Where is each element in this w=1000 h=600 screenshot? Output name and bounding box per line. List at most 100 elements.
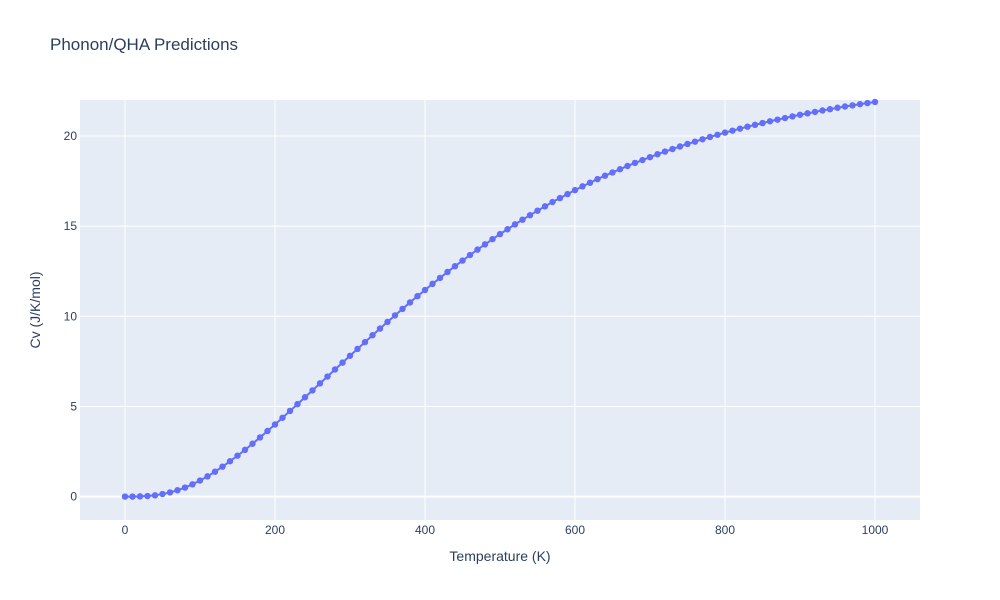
data-point [234,452,241,459]
data-point [594,175,601,183]
data-point [834,104,841,111]
data-point [301,394,309,401]
data-point [264,427,271,435]
y-tick-label: 10 [64,309,78,323]
data-point [451,262,459,270]
data-point [241,446,249,454]
data-point [489,235,496,243]
data-point [399,305,406,313]
data-point [316,380,324,387]
data-point [136,493,144,500]
y-axis-label: Cv (J/K/mol) [27,272,43,349]
data-point [511,221,519,228]
data-point [759,119,766,127]
data-point [174,487,181,494]
data-point [601,172,609,179]
data-point [661,148,669,155]
data-point [496,230,504,238]
data-point [564,190,571,198]
data-point [781,114,789,122]
x-tick-labels: 0 200 400 600 800 1000 [122,523,889,537]
data-point [121,493,129,500]
data-point [616,166,624,173]
data-point [766,118,774,125]
data-point [729,127,736,134]
data-point [841,103,849,110]
data-point [376,325,384,332]
data-point [436,274,444,282]
data-point [331,366,339,373]
data-point [159,490,166,498]
data-point [534,207,541,214]
data-point [504,226,511,233]
data-point [639,156,646,164]
data-point [526,211,534,219]
data-point [751,121,759,129]
data-point [286,407,294,415]
data-point [219,463,226,470]
plot-area [80,100,920,520]
data-point [549,198,556,206]
data-point [669,145,676,153]
x-tick-label: 400 [415,523,435,537]
data-point [129,493,136,500]
data-point [406,299,414,306]
data-point [826,105,834,113]
x-tick-label: 600 [565,523,585,537]
x-tick-label: 800 [715,523,735,537]
y-tick-label: 15 [64,219,78,233]
data-point [684,140,691,148]
data-point [871,98,879,106]
data-point [714,131,721,138]
grid [80,100,920,520]
data-point [541,203,549,210]
data-point [226,458,234,465]
data-point [391,312,399,319]
x-tick-label: 1000 [862,523,889,537]
data-point [354,345,361,353]
data-point [166,489,174,496]
data-point [346,352,354,359]
x-tick-label: 200 [265,523,285,537]
data-point [849,102,856,109]
y-tick-label: 0 [70,490,77,504]
data-point [654,151,661,158]
data-point [811,108,819,116]
data-point [339,359,346,366]
data-point [519,216,526,223]
data-point [646,153,654,161]
data-point [744,123,751,130]
x-axis-label: Temperature (K) [449,548,550,564]
data-point [804,110,811,117]
data-point [691,138,699,145]
series-markers [121,98,879,500]
data-point [736,125,744,132]
data-point [579,183,586,190]
data-point [429,280,436,288]
data-point [151,492,159,499]
data-point [444,268,451,276]
data-point [796,111,804,118]
data-point [699,136,706,143]
data-point [676,143,684,150]
data-point [196,477,204,484]
data-point [819,107,826,114]
data-point [474,246,481,253]
data-point [384,318,391,326]
x-tick-label: 0 [122,523,129,537]
data-point [204,473,211,480]
data-point [466,251,474,259]
y-tick-labels: 0 5 10 15 20 [64,129,78,504]
data-point [856,100,864,108]
data-point [369,332,376,339]
data-point [631,159,639,167]
data-point [144,492,151,500]
data-point [459,257,466,264]
chart-title: Phonon/QHA Predictions [50,35,238,54]
data-point [189,481,196,488]
data-point [609,169,616,176]
data-point [421,286,429,294]
data-point [324,373,331,380]
data-point [294,400,301,408]
data-point [706,133,714,141]
